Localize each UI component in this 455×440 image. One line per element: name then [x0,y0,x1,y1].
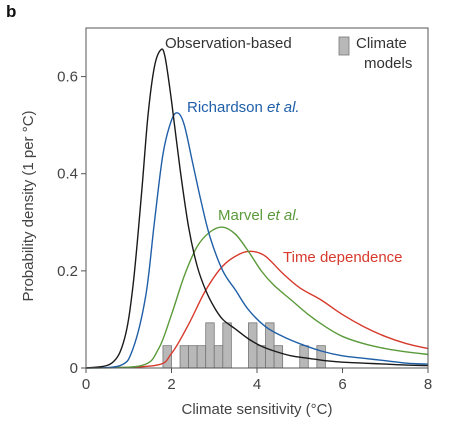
histogram-bar [196,345,207,369]
legend-swatch [338,36,350,56]
histogram-bar [273,345,284,369]
legend-label-line2: models [364,55,412,72]
y-axis-title: Probability density (1 per °C) [20,110,37,301]
x-axis-title: Climate sensitivity (°C) [181,401,332,418]
series-line-2 [85,226,429,369]
series-line-3 [85,250,429,369]
series-line-0 [85,48,429,369]
series-label-1: Richardson et al. [187,99,300,116]
histogram-bar [188,345,198,369]
series-line-1 [85,112,429,369]
plot-frame [85,27,429,369]
x-tick-label: 8 [424,376,432,393]
axes: 0 2 4 6 8 0 0.2 0.4 0.6 [57,27,432,393]
series-label-2: Marvel et al. [218,207,300,224]
histogram-bar [205,322,215,369]
series-label-0: Observation-based [165,35,292,52]
histogram-bar [222,322,232,369]
histogram-bar [179,345,190,369]
histogram-bar [316,345,326,369]
x-tick-label: 0 [82,376,90,393]
y-tick-label: 0.2 [57,263,78,280]
histogram-bar [248,322,258,369]
y-tick-label: 0 [70,360,78,377]
density-curves [85,48,429,369]
legend: Climate models [338,35,412,72]
panel-label: b [6,2,17,21]
histogram-bar [213,345,224,369]
histogram-bars [162,322,326,369]
x-tick-label: 6 [338,376,346,393]
x-tick-label: 4 [253,376,261,393]
legend-label-line1: Climate [356,35,407,52]
series-label-3: Time dependence [283,249,403,266]
y-tick-label: 0.6 [57,69,78,86]
histogram-bar [162,345,172,369]
series-labels: Observation-based Richardson et al. Marvel… [165,35,403,266]
histogram-bar [256,345,266,369]
x-tick-label: 2 [167,376,175,393]
y-tick-label: 0.4 [57,166,78,183]
